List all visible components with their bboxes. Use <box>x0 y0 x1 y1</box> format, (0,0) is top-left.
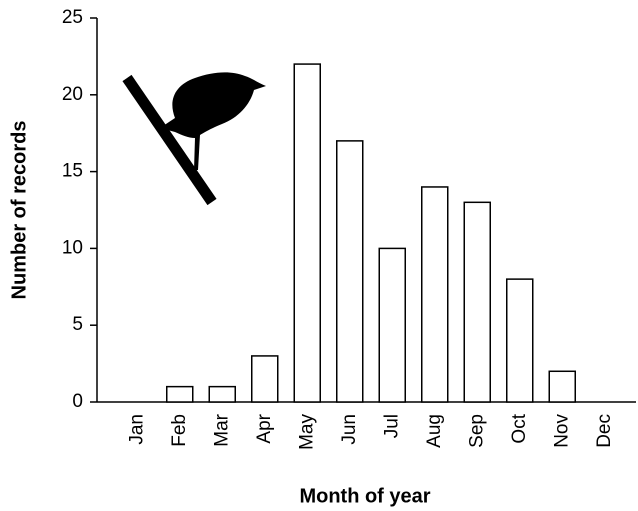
bar <box>294 64 320 402</box>
y-axis-title: Number of records <box>8 121 30 300</box>
bar <box>337 141 363 402</box>
x-tick-label: Feb <box>169 414 190 447</box>
y-tick-label: 10 <box>62 237 83 258</box>
y-tick-label: 5 <box>72 314 83 335</box>
x-axis-title: Month of year <box>299 485 430 507</box>
bar <box>379 248 405 402</box>
bird-illustration <box>127 72 266 202</box>
chart: Month of year Number of records 0 5 10 15 20… <box>0 0 638 511</box>
x-tick-label: Jul <box>381 414 402 438</box>
bar <box>422 187 448 402</box>
x-tick-label: Mar <box>211 413 232 446</box>
x-tick-label: Nov <box>551 414 572 448</box>
bar <box>549 371 575 402</box>
x-tick-label: Sep <box>466 414 487 448</box>
bar <box>464 202 490 402</box>
y-tick-label: 15 <box>62 161 83 182</box>
bar <box>507 279 533 402</box>
x-tick-label: Jan <box>126 414 147 445</box>
x-tick-label: Apr <box>254 413 275 443</box>
y-tick-label: 0 <box>72 391 83 412</box>
bar <box>252 356 278 402</box>
x-tick-label: Oct <box>509 413 530 443</box>
bar <box>167 387 193 402</box>
x-tick-label: May <box>296 414 317 450</box>
x-tick-label: Jun <box>339 414 360 445</box>
y-tick-label: 25 <box>62 7 83 28</box>
bar <box>209 387 235 402</box>
x-tick-label: Dec <box>594 414 615 448</box>
x-tick-label: Aug <box>424 414 445 448</box>
y-tick-label: 20 <box>62 84 83 105</box>
